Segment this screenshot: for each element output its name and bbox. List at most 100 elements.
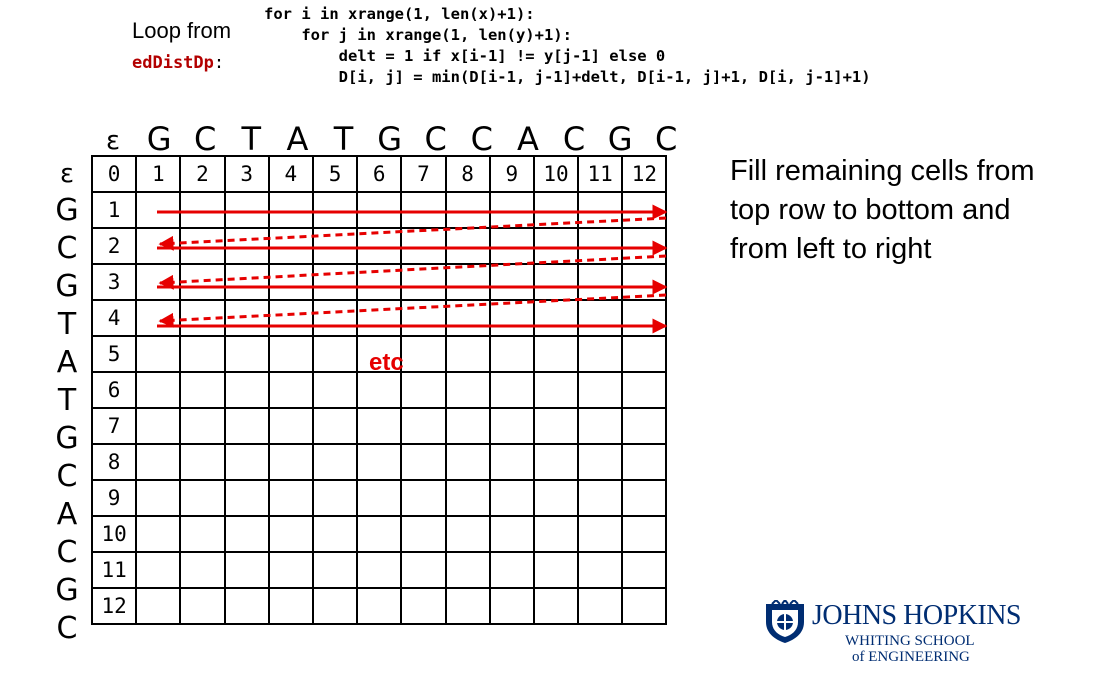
jhu-subtitle-2: of ENGINEERING bbox=[852, 649, 970, 665]
dp-cell bbox=[267, 335, 314, 373]
row-label: ε bbox=[59, 159, 75, 189]
dp-cell bbox=[223, 263, 270, 301]
dp-cell bbox=[532, 443, 580, 481]
dp-cell bbox=[488, 587, 535, 625]
dp-cell bbox=[400, 551, 447, 589]
dp-cell bbox=[179, 515, 226, 553]
dp-cell bbox=[135, 479, 182, 517]
dp-cell: 2 bbox=[179, 155, 226, 193]
dp-cell bbox=[444, 335, 491, 373]
dp-cell bbox=[223, 515, 270, 553]
dp-cell bbox=[400, 407, 447, 445]
dp-cell bbox=[311, 587, 359, 625]
dp-cell bbox=[179, 335, 226, 373]
dp-cell: 5 bbox=[90, 335, 138, 373]
dp-cell bbox=[444, 587, 491, 625]
dp-cell bbox=[444, 515, 491, 553]
dp-cell bbox=[179, 263, 226, 301]
jhu-shield-icon bbox=[766, 600, 804, 643]
dp-cell bbox=[400, 227, 447, 265]
dp-cell bbox=[488, 371, 535, 409]
dp-cell bbox=[444, 443, 491, 481]
dp-cell bbox=[356, 551, 403, 589]
dp-cell bbox=[356, 299, 403, 337]
dp-cell bbox=[135, 551, 182, 589]
dp-cell: 3 bbox=[223, 155, 270, 193]
column-label: C bbox=[424, 120, 447, 158]
dp-cell bbox=[356, 443, 403, 481]
dp-cell bbox=[444, 191, 491, 229]
dp-cell bbox=[577, 191, 624, 229]
row-label: C bbox=[56, 611, 78, 646]
fill-note-line-1: Fill remaining cells from bbox=[730, 155, 1035, 187]
dp-cell bbox=[532, 551, 580, 589]
row-label: A bbox=[56, 497, 78, 532]
dp-row: 2 bbox=[90, 227, 668, 265]
dp-row: 8 bbox=[90, 443, 668, 481]
row-label: T bbox=[57, 383, 77, 418]
dp-cell bbox=[577, 263, 624, 301]
dp-cell bbox=[532, 587, 580, 625]
dp-cell bbox=[488, 299, 535, 337]
dp-cell bbox=[577, 479, 624, 517]
row-label: G bbox=[55, 573, 79, 608]
dp-cell: 1 bbox=[90, 191, 138, 229]
dp-cell bbox=[311, 191, 359, 229]
dp-cell: 6 bbox=[356, 155, 403, 193]
column-label: G bbox=[146, 120, 172, 158]
dp-cell bbox=[356, 407, 403, 445]
dp-cell bbox=[577, 587, 624, 625]
dp-cell bbox=[311, 515, 359, 553]
dp-cell bbox=[267, 299, 314, 337]
dp-cell bbox=[223, 479, 270, 517]
row-label: C bbox=[56, 535, 78, 570]
code-line-3: delt = 1 if x[i-1] != y[j-1] else 0 bbox=[264, 47, 666, 65]
dp-cell bbox=[488, 407, 535, 445]
dp-cell bbox=[267, 407, 314, 445]
row-label: C bbox=[56, 231, 78, 266]
dp-row: 3 bbox=[90, 263, 668, 301]
dp-cell bbox=[311, 299, 359, 337]
dp-cell bbox=[621, 515, 668, 553]
dp-cell bbox=[400, 587, 447, 625]
row-label: C bbox=[56, 459, 78, 494]
dp-cell bbox=[444, 479, 491, 517]
dp-cell: 11 bbox=[577, 155, 624, 193]
dp-cell bbox=[621, 587, 668, 625]
dp-cell bbox=[577, 335, 624, 373]
dp-cell bbox=[400, 443, 447, 481]
dp-cell: 2 bbox=[90, 227, 138, 265]
dp-cell bbox=[223, 191, 270, 229]
dp-cell bbox=[400, 299, 447, 337]
row-label: G bbox=[55, 193, 79, 228]
function-name: edDistDp bbox=[132, 53, 214, 73]
dp-cell bbox=[488, 479, 535, 517]
column-label: ε bbox=[105, 126, 121, 156]
column-label: T bbox=[241, 120, 262, 158]
dp-cell: 8 bbox=[444, 155, 491, 193]
column-label: C bbox=[194, 120, 217, 158]
dp-cell bbox=[488, 551, 535, 589]
dp-row: 0 1 2 3 4 5 6 7 8 9 10 11 12 bbox=[90, 155, 668, 193]
dp-cell bbox=[223, 551, 270, 589]
column-label: C bbox=[470, 120, 493, 158]
dp-cell: 9 bbox=[488, 155, 535, 193]
dp-cell bbox=[488, 515, 535, 553]
dp-cell bbox=[267, 587, 314, 625]
dp-cell bbox=[444, 551, 491, 589]
dp-cell bbox=[311, 371, 359, 409]
dp-cell: 7 bbox=[90, 407, 138, 445]
dp-cell bbox=[356, 371, 403, 409]
dp-cell: 5 bbox=[311, 155, 359, 193]
dp-row: 5 bbox=[90, 335, 668, 373]
dp-cell bbox=[267, 479, 314, 517]
dp-cell: 11 bbox=[90, 551, 138, 589]
dp-cell bbox=[444, 407, 491, 445]
dp-cell bbox=[356, 335, 403, 373]
dp-cell bbox=[223, 335, 270, 373]
arrow-return-1 bbox=[158, 216, 667, 251]
column-label: C bbox=[655, 120, 678, 158]
row-label: G bbox=[55, 269, 79, 304]
dp-cell: 6 bbox=[90, 371, 138, 409]
